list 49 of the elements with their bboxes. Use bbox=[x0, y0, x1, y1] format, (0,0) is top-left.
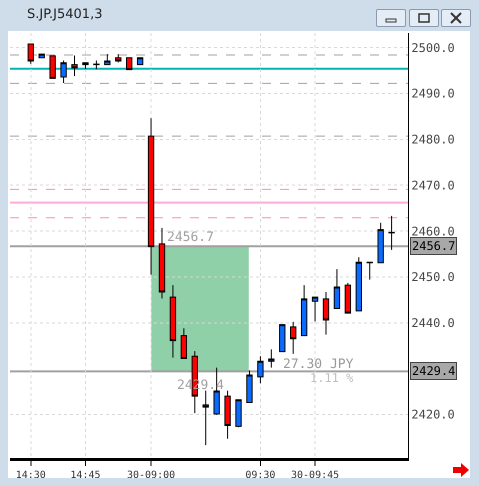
y-tick-label: 2440.0 bbox=[411, 316, 455, 330]
candlestick bbox=[126, 57, 132, 70]
candlestick bbox=[71, 54, 78, 77]
candlestick bbox=[180, 328, 188, 360]
candlestick bbox=[388, 215, 395, 250]
candlestick bbox=[279, 324, 286, 352]
candlestick bbox=[366, 262, 373, 280]
y-tick-label: 2420.0 bbox=[411, 408, 455, 422]
candlestick bbox=[115, 54, 122, 63]
candlestick bbox=[235, 399, 242, 428]
x-tick-label: 09:30 bbox=[245, 470, 276, 481]
candlestick bbox=[202, 390, 209, 446]
candlestick bbox=[49, 55, 56, 79]
candlestick bbox=[60, 60, 67, 84]
candlestick bbox=[344, 282, 352, 314]
y-tick-label: 2460.0 bbox=[411, 224, 455, 238]
ref-line-label: 2456.7 bbox=[412, 239, 456, 253]
candlestick bbox=[334, 268, 340, 310]
candlestick bbox=[356, 256, 362, 312]
candlestick bbox=[104, 54, 110, 66]
x-tick-label: 14:45 bbox=[70, 470, 101, 481]
candlestick bbox=[246, 370, 253, 404]
annotation: 1.11 % bbox=[310, 371, 354, 385]
candlestick bbox=[170, 284, 176, 358]
candlestick bbox=[38, 54, 45, 58]
annotation: 2456.7 bbox=[167, 230, 214, 245]
candlestick bbox=[257, 356, 264, 384]
y-tick-label: 2500.0 bbox=[411, 40, 455, 55]
candlestick bbox=[136, 57, 144, 66]
x-tick-label: 30-09:00 bbox=[126, 470, 176, 481]
y-tick-label: 2480.0 bbox=[411, 132, 455, 147]
annotation: 27.30 JPY bbox=[283, 357, 354, 372]
y-tick-label: 2450.0 bbox=[411, 270, 455, 284]
x-tick-label: 14:30 bbox=[16, 470, 46, 481]
ref-line-label: 2429.4 bbox=[412, 364, 456, 378]
y-tick-label: 2490.0 bbox=[411, 86, 455, 101]
candlestick bbox=[158, 227, 166, 299]
candlestick bbox=[268, 348, 274, 368]
y-tick-label: 2470.0 bbox=[411, 178, 455, 192]
chart-title: S.JP.J5401,3 bbox=[27, 7, 102, 22]
x-tick-label: 30-09:45 bbox=[290, 470, 340, 481]
candlestick bbox=[28, 44, 34, 64]
candlestick bbox=[93, 60, 100, 70]
candlestick bbox=[300, 284, 308, 336]
candlestick bbox=[312, 296, 318, 322]
candlestick bbox=[290, 321, 296, 354]
candlestick bbox=[322, 292, 330, 336]
candlestick bbox=[377, 222, 384, 264]
candlestick bbox=[224, 390, 231, 440]
